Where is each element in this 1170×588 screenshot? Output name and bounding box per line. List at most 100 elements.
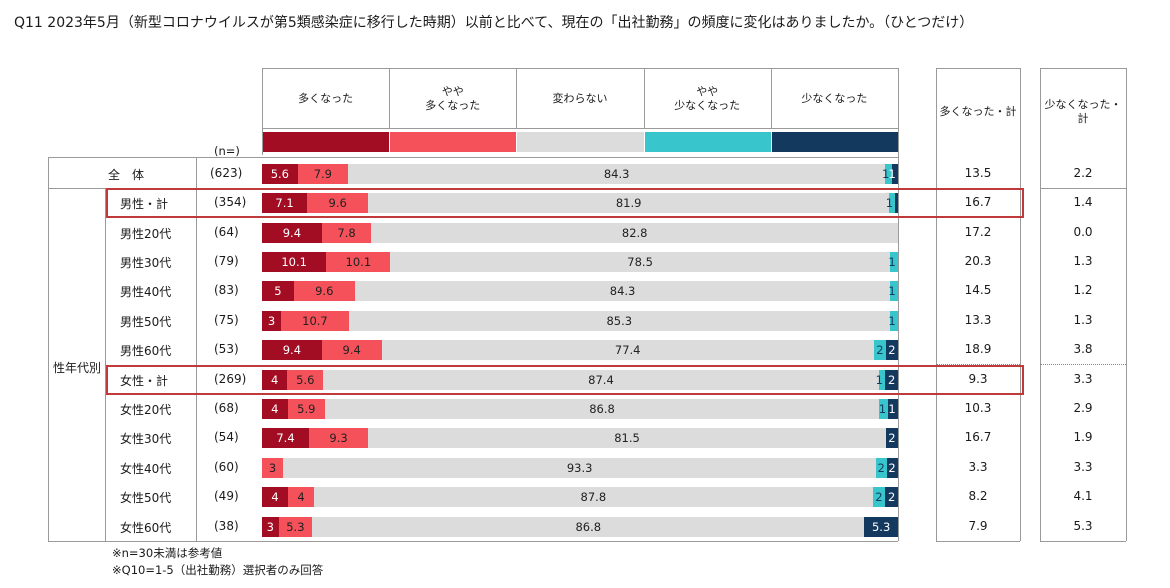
bar-value-label: 3 bbox=[267, 313, 276, 328]
sum-more-value: 9.3 bbox=[968, 371, 988, 386]
bar-value-label: 2 bbox=[876, 343, 884, 358]
legend-swatch bbox=[644, 132, 771, 152]
sum-more-value: 17.2 bbox=[964, 224, 992, 239]
bar-value-label: 5.3 bbox=[286, 519, 305, 534]
sum1-left-line bbox=[936, 68, 937, 542]
bar-value-label: 85.3 bbox=[606, 313, 633, 328]
bar-value-label: 86.8 bbox=[589, 401, 615, 416]
sum-less-value: 1.9 bbox=[1073, 430, 1093, 445]
sum-more-value: 14.5 bbox=[964, 283, 992, 298]
bar-segment bbox=[381, 340, 874, 361]
row-n: (75) bbox=[214, 312, 239, 327]
sum-less-value: 3.3 bbox=[1073, 459, 1093, 474]
bar-segment bbox=[262, 516, 279, 537]
bar-segment bbox=[878, 369, 886, 390]
series-header: 多くなった bbox=[298, 92, 354, 105]
bar-segment bbox=[262, 428, 310, 449]
row-label: 男性50代 bbox=[120, 314, 172, 329]
summary-header-less: 少なくなった・計 bbox=[1044, 98, 1122, 125]
bar-segment bbox=[348, 310, 890, 331]
header-divider bbox=[516, 68, 518, 128]
table-left-line bbox=[48, 157, 49, 542]
bar-segment bbox=[262, 487, 289, 508]
bar-segment bbox=[326, 251, 391, 272]
bar-segment bbox=[262, 251, 327, 272]
highlight-box bbox=[106, 188, 1024, 219]
row-label: 男性30代 bbox=[120, 255, 172, 270]
bar-segment bbox=[278, 516, 313, 537]
row-n: (38) bbox=[214, 518, 239, 533]
legend-swatch bbox=[390, 132, 517, 152]
bar-value-label: 9.4 bbox=[342, 343, 361, 358]
bar-value-label: 1 bbox=[875, 372, 883, 387]
sum-more-value: 16.7 bbox=[964, 430, 992, 445]
bar-segment bbox=[262, 222, 322, 243]
sum-more-value: 13.5 bbox=[964, 165, 992, 180]
row-n: (68) bbox=[214, 400, 239, 415]
bar-value-label: 1 bbox=[885, 196, 894, 211]
sum-more-value: 7.9 bbox=[968, 518, 988, 533]
sum-less-value: 0.0 bbox=[1073, 224, 1093, 239]
legend-swatch bbox=[771, 132, 898, 152]
bar-value-label: 7.1 bbox=[275, 196, 294, 211]
footnote-1: ※n=30未満は参考値 bbox=[112, 546, 223, 560]
bar-value-label: 78.5 bbox=[627, 254, 653, 269]
bar-value-label: 84.3 bbox=[603, 166, 630, 181]
sum-less-value: 3.3 bbox=[1073, 371, 1093, 386]
sum-more-value: 8.2 bbox=[968, 489, 988, 504]
sum2-top-line bbox=[1040, 68, 1126, 69]
row-n: (83) bbox=[214, 283, 239, 298]
sum-more-value: 20.3 bbox=[964, 253, 992, 268]
bar-segment bbox=[872, 487, 886, 508]
highlight-box bbox=[106, 364, 1024, 395]
bar-segment bbox=[262, 398, 288, 419]
bar-value-label: 2 bbox=[888, 343, 896, 358]
sum2-left-line bbox=[1040, 68, 1041, 542]
n-header: (n=) bbox=[214, 144, 240, 158]
bar-segment bbox=[885, 487, 898, 508]
bar-segment bbox=[889, 310, 898, 331]
row-label: 男性40代 bbox=[120, 285, 172, 300]
bar-segment bbox=[262, 193, 308, 214]
bar-segment bbox=[262, 457, 283, 478]
bar-value-label: 3 bbox=[268, 460, 277, 475]
bar-segment bbox=[885, 340, 898, 361]
row-label: 女性60代 bbox=[120, 520, 172, 535]
bar-segment bbox=[307, 193, 369, 214]
sum-more-value: 16.7 bbox=[964, 195, 992, 210]
row-n: (54) bbox=[214, 430, 239, 445]
bar-segment bbox=[287, 369, 324, 390]
bar-value-label: 10.1 bbox=[281, 254, 307, 269]
sum-less-value: 2.2 bbox=[1073, 165, 1093, 180]
sum-less-value: 5.3 bbox=[1073, 518, 1093, 533]
row-n: (623) bbox=[210, 165, 243, 180]
sum-less-value: 3.8 bbox=[1073, 342, 1093, 357]
bar-value-label: 9.4 bbox=[282, 343, 302, 358]
bar-value-label: 7.4 bbox=[276, 431, 295, 446]
bar-segment bbox=[885, 428, 898, 449]
bar-value-label: 9.3 bbox=[329, 431, 348, 446]
sum-less-value: 4.1 bbox=[1073, 489, 1093, 504]
bar-segment bbox=[887, 457, 898, 478]
bar-value-label: 4 bbox=[297, 490, 305, 505]
bar-segment bbox=[262, 340, 322, 361]
sum2-bottom-line bbox=[1040, 541, 1126, 543]
bar-segment bbox=[876, 457, 888, 478]
bar-value-label: 10.7 bbox=[302, 313, 328, 328]
bar-segment bbox=[348, 163, 886, 184]
sum-more-value: 18.9 bbox=[964, 342, 992, 357]
bar-segment bbox=[293, 281, 355, 302]
bar-value-label: 3 bbox=[266, 519, 274, 534]
bar-value-label: 93.3 bbox=[566, 460, 593, 475]
bar-value-label: 9.6 bbox=[315, 284, 334, 299]
bar-value-label: 87.4 bbox=[588, 372, 614, 387]
row-n: (64) bbox=[214, 224, 239, 239]
bar-value-label: 4 bbox=[271, 401, 279, 416]
bar-segment bbox=[878, 398, 889, 419]
bar-value-label: 2 bbox=[888, 431, 896, 446]
bar-segment bbox=[282, 457, 877, 478]
header-left-line bbox=[262, 68, 263, 155]
sum2-dotted-line bbox=[1040, 364, 1126, 366]
row-label: 男性20代 bbox=[120, 226, 172, 241]
bar-value-label: 9.4 bbox=[282, 225, 302, 240]
